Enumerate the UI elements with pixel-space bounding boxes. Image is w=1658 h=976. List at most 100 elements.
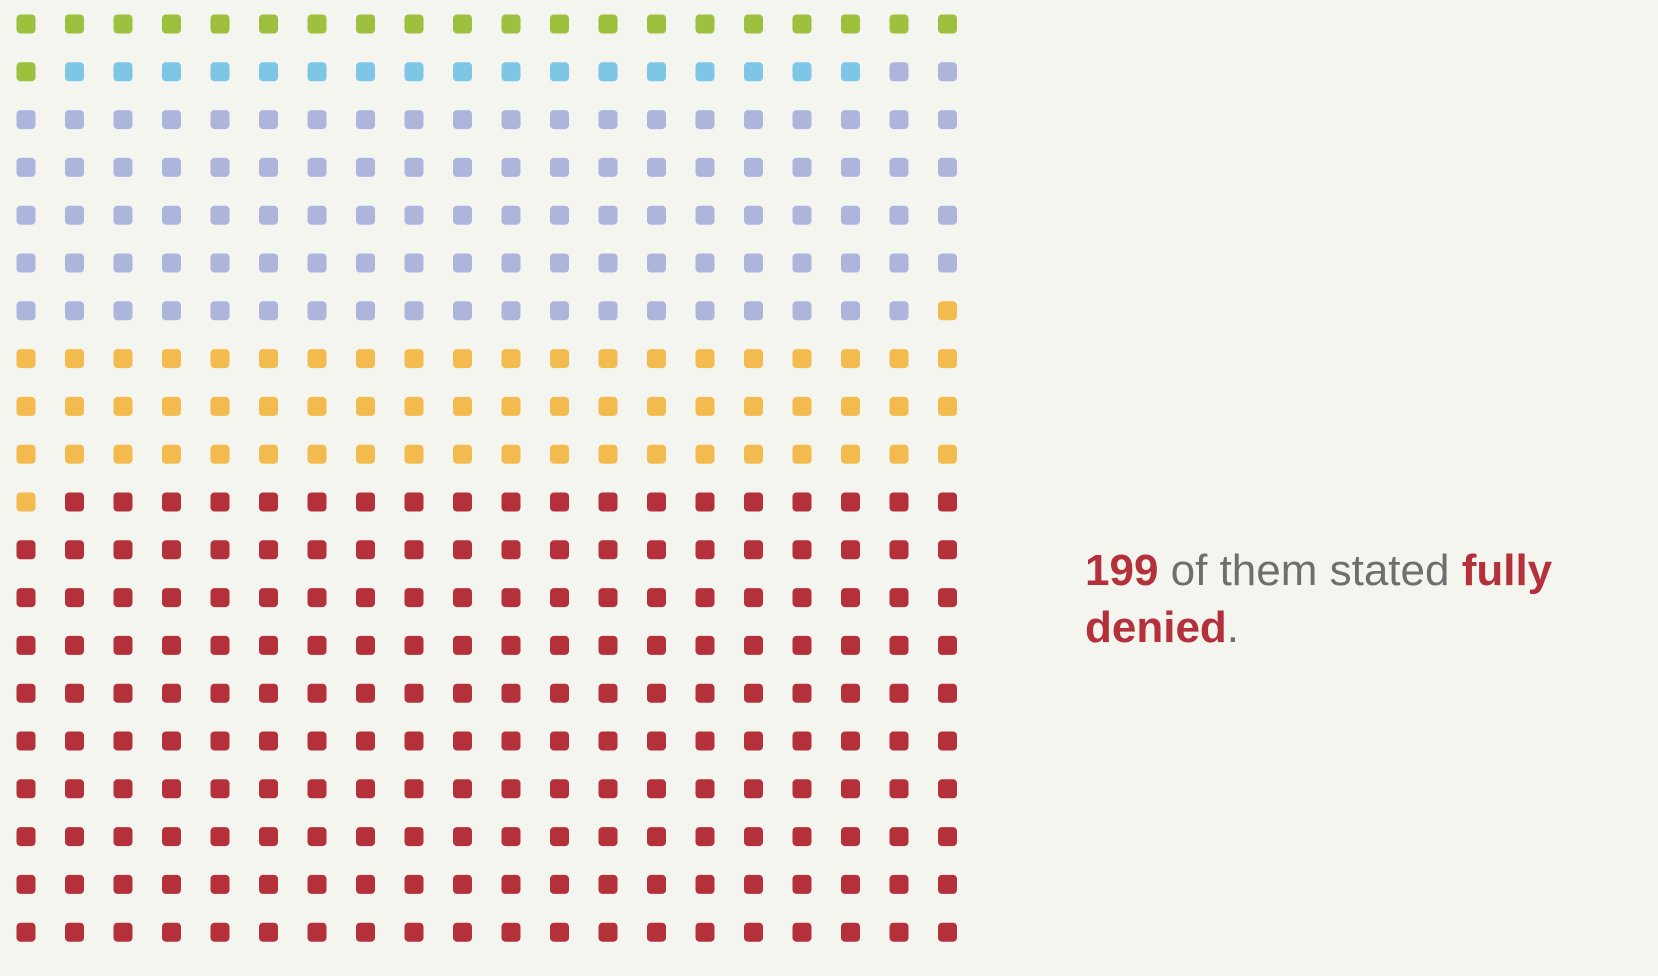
waffle-cell [307,157,327,177]
waffle-cell [647,731,666,751]
waffle-cell [792,635,812,655]
waffle-cell [356,349,375,369]
waffle-cell [453,731,472,751]
waffle-cell [113,444,133,464]
waffle-cell [404,827,424,847]
waffle-cell [65,62,84,82]
waffle-cell [889,731,909,751]
waffle-cell [162,253,181,273]
waffle-cell [210,253,230,273]
waffle-cell [501,731,521,751]
waffle-cell [210,827,230,847]
waffle-cell [647,157,666,177]
waffle-cell [210,588,230,608]
waffle-cell [889,157,909,177]
waffle-cell [259,110,278,130]
waffle-cell [744,110,763,130]
waffle-cell [16,205,36,225]
waffle-cell [501,444,521,464]
waffle-cell [598,731,618,751]
waffle-cell [113,14,133,34]
waffle-cell [113,731,133,751]
waffle-cell [550,492,569,512]
waffle-cell [501,874,521,894]
waffle-cell [598,683,618,703]
waffle-cell [113,922,133,942]
waffle-cell [598,635,618,655]
waffle-cell [162,827,181,847]
waffle-cell [404,157,424,177]
waffle-cell [404,588,424,608]
waffle-cell [356,588,375,608]
waffle-cell [16,349,36,369]
waffle-cell [404,349,424,369]
waffle-cell [16,827,36,847]
waffle-cell [162,731,181,751]
waffle-cell [598,205,618,225]
chart-caption: 199 of them stated fully denied. [1085,542,1625,656]
waffle-cell [744,683,763,703]
waffle-cell [550,444,569,464]
waffle-cell [598,922,618,942]
waffle-cell [792,110,812,130]
waffle-cell [65,492,84,512]
waffle-cell [16,492,36,512]
waffle-cell [210,922,230,942]
waffle-cell [841,205,860,225]
waffle-cell [938,827,957,847]
waffle-cell [65,827,84,847]
waffle-cell [598,349,618,369]
waffle-cell [113,540,133,560]
waffle-cell [356,492,375,512]
waffle-cell [841,253,860,273]
waffle-cell [113,205,133,225]
waffle-cell [307,110,327,130]
waffle-cell [550,62,569,82]
waffle-cell [16,301,36,321]
waffle-cell [501,62,521,82]
waffle-cell [404,874,424,894]
waffle-cell [598,827,618,847]
waffle-cell [792,492,812,512]
waffle-cell [356,301,375,321]
waffle-cell [453,110,472,130]
waffle-cell [259,253,278,273]
waffle-cell [259,540,278,560]
waffle-cell [938,205,957,225]
waffle-cell [889,492,909,512]
waffle-cell [889,14,909,34]
waffle-cell [647,301,666,321]
waffle-cell [550,205,569,225]
waffle-cell [113,588,133,608]
waffle-cell [453,492,472,512]
waffle-cell [162,396,181,416]
waffle-cell [259,874,278,894]
waffle-cell [307,731,327,751]
waffle-cell [404,779,424,799]
waffle-cell [453,444,472,464]
waffle-cell [65,683,84,703]
waffle-cell [695,444,715,464]
waffle-cell [792,827,812,847]
waffle-cell [598,444,618,464]
waffle-cell [162,874,181,894]
waffle-cell [695,157,715,177]
waffle-cell [453,827,472,847]
waffle-cell [307,874,327,894]
waffle-cell [647,779,666,799]
waffle-cell [16,14,36,34]
waffle-cell [744,922,763,942]
waffle-cell [695,922,715,942]
waffle-cell [744,779,763,799]
waffle-cell [889,349,909,369]
waffle-cell [598,396,618,416]
waffle-cell [841,683,860,703]
waffle-cell [889,540,909,560]
waffle-cell [550,635,569,655]
waffle-cell [65,779,84,799]
waffle-cell [65,396,84,416]
waffle-cell [113,62,133,82]
waffle-cell [162,588,181,608]
waffle-cell [404,492,424,512]
waffle-cell [259,635,278,655]
